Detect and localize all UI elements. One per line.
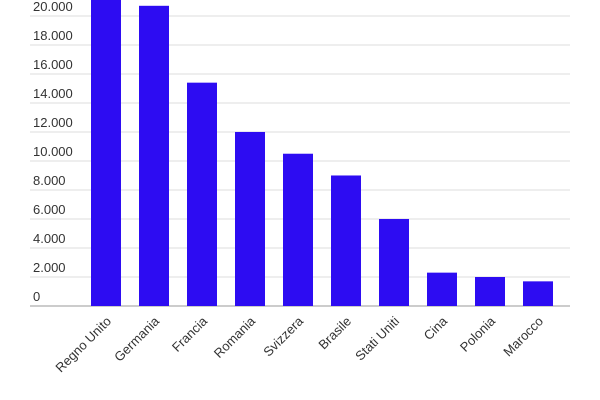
x-tick-label: Cina	[421, 313, 451, 343]
y-tick-label: 10.000	[33, 144, 73, 159]
x-tick-label: Svizzera	[260, 313, 306, 359]
y-tick-label: 6.000	[33, 202, 66, 217]
y-tick-label: 8.000	[33, 173, 66, 188]
x-tick-label: Brasile	[315, 314, 354, 353]
x-tick-label: Marocco	[500, 314, 546, 360]
x-tick-label: Polonia	[457, 313, 499, 355]
y-tick-label: 20.000	[33, 0, 73, 14]
bar	[187, 82, 217, 306]
bar	[331, 175, 361, 306]
bars	[91, 0, 553, 306]
bar	[235, 131, 265, 306]
y-tick-label: 0	[33, 289, 40, 304]
bar	[379, 218, 409, 306]
bar	[427, 272, 457, 306]
x-tick-label: Romania	[211, 313, 259, 361]
bar	[523, 281, 553, 306]
y-tick-label: 4.000	[33, 231, 66, 246]
y-tick-label: 12.000	[33, 115, 73, 130]
bar	[283, 153, 313, 306]
bar	[139, 5, 169, 306]
x-tick-label: Regno Unito	[52, 314, 114, 376]
y-tick-label: 18.000	[33, 28, 73, 43]
x-tick-label: Francia	[169, 313, 211, 355]
x-tick-label: Stati Uniti	[352, 313, 402, 363]
bar	[475, 276, 505, 306]
y-tick-label: 2.000	[33, 260, 66, 275]
y-tick-label: 16.000	[33, 57, 73, 72]
x-tick-label: Germania	[111, 313, 163, 365]
y-tick-label: 14.000	[33, 86, 73, 101]
bar	[91, 0, 121, 306]
